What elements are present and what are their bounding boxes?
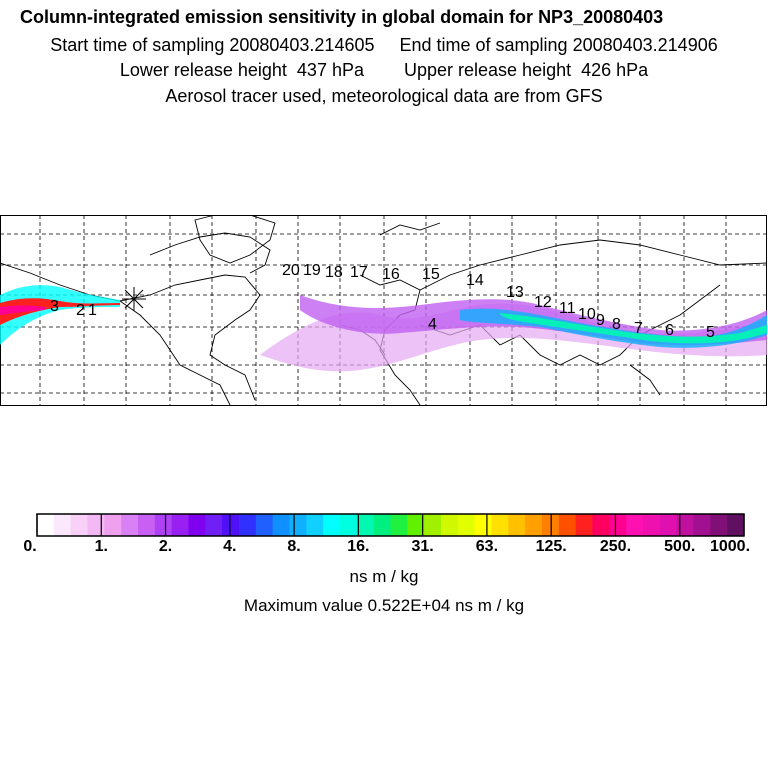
tick-label: 4. xyxy=(223,538,237,555)
colorbar-cell xyxy=(356,514,375,536)
colorbar-cell xyxy=(457,514,476,536)
tracer-info-line: Aerosol tracer used, meteorological data… xyxy=(165,86,603,106)
colorbar-cell xyxy=(289,514,307,536)
traj-label-1: 1 xyxy=(88,302,97,319)
tick-label: 16. xyxy=(347,538,370,555)
colorbar-cell xyxy=(609,514,627,536)
traj-label-11: 11 xyxy=(559,300,576,317)
traj-label-15: 15 xyxy=(422,266,440,283)
colorbar-cell xyxy=(323,514,341,536)
traj-label-10: 10 xyxy=(578,306,596,323)
traj-label-9: 9 xyxy=(596,312,605,329)
colorbar-cell xyxy=(626,514,644,536)
colorbar-cell xyxy=(407,514,425,536)
traj-label-3: 3 xyxy=(50,298,59,315)
traj-label-7: 7 xyxy=(634,320,643,337)
graticule xyxy=(0,215,767,406)
tick-label: 8. xyxy=(287,538,301,555)
colorbar xyxy=(36,513,745,537)
colorbar-cell xyxy=(558,514,577,536)
colorbar-cell xyxy=(525,514,543,536)
traj-label-2: 2 xyxy=(76,302,85,319)
colorbar-cell xyxy=(171,514,189,536)
colorbar-cell xyxy=(53,514,72,536)
colorbar-cell xyxy=(104,514,122,536)
colorbar-cell xyxy=(424,514,442,536)
colorbar-cell xyxy=(710,514,728,536)
colorbar-cell xyxy=(239,514,257,536)
world-map: 20 19 18 17 16 15 14 13 12 11 10 9 8 7 6… xyxy=(0,215,768,406)
colorbar-cell xyxy=(575,514,593,536)
asterisk-marker xyxy=(122,287,146,311)
traj-label-5: 5 xyxy=(706,324,715,341)
traj-label-14: 14 xyxy=(466,272,484,289)
traj-label-6: 6 xyxy=(665,322,674,339)
traj-label-16: 16 xyxy=(382,266,400,283)
colorbar-cell xyxy=(70,514,88,536)
colorbar-cell xyxy=(474,514,492,536)
traj-label-4: 4 xyxy=(428,316,437,333)
colorbar-cell xyxy=(676,514,694,536)
colorbar-cell xyxy=(491,514,509,536)
tick-label: 1. xyxy=(94,538,108,555)
tick-label: 1000. xyxy=(709,538,751,555)
traj-label-13: 13 xyxy=(506,284,524,301)
colorbar-cell xyxy=(121,514,139,536)
sampling-time-line: Start time of sampling 20080403.214605 E… xyxy=(50,35,718,55)
colorbar-cell xyxy=(188,514,206,536)
traj-label-8: 8 xyxy=(612,316,621,333)
colorbar-cell xyxy=(340,514,358,536)
colorbar-cell xyxy=(727,514,745,536)
colorbar-cell xyxy=(508,514,526,536)
trajectory-labels: 20 19 18 17 16 15 14 13 12 11 10 9 8 7 6… xyxy=(50,262,715,341)
colorbar-unit: ns m / kg xyxy=(349,567,419,586)
traj-label-18: 18 xyxy=(325,264,343,281)
colorbar-cell xyxy=(138,514,156,536)
plot-title: Column-integrated emission sensitivity i… xyxy=(20,7,664,27)
colorbar-cell xyxy=(390,514,408,536)
traj-label-19: 19 xyxy=(303,262,321,279)
tick-label: 0. xyxy=(23,538,37,555)
tick-label: 63. xyxy=(475,538,499,555)
colorbar-cell xyxy=(154,514,173,536)
traj-label-12: 12 xyxy=(534,294,552,311)
sensitivity-plume xyxy=(0,285,767,372)
colorbar-cell xyxy=(659,514,678,536)
tick-label: 250. xyxy=(599,538,632,555)
colorbar-cell xyxy=(222,514,240,536)
tick-label: 31. xyxy=(411,538,434,555)
colorbar-cell xyxy=(37,514,55,536)
tick-label: 500. xyxy=(664,538,696,555)
tick-label: 2. xyxy=(158,538,173,555)
colorbar-cell xyxy=(87,514,105,536)
traj-label-17: 17 xyxy=(350,264,368,281)
colorbar-cell xyxy=(255,514,274,536)
maximum-value: Maximum value 0.522E+04 ns m / kg xyxy=(243,596,525,615)
colorbar-cell xyxy=(441,514,459,536)
colorbar-cell xyxy=(272,514,290,536)
colorbar-cell xyxy=(693,514,711,536)
colorbar-cell xyxy=(373,514,391,536)
colorbar-cell xyxy=(306,514,324,536)
tick-label: 125. xyxy=(535,538,567,555)
colorbar-cell xyxy=(592,514,610,536)
release-height-line: Lower release height 437 hPa Upper relea… xyxy=(119,60,649,80)
traj-label-20: 20 xyxy=(282,262,300,279)
colorbar-cell xyxy=(205,514,223,536)
colorbar-cell xyxy=(643,514,661,536)
colorbar-frame xyxy=(36,513,745,537)
